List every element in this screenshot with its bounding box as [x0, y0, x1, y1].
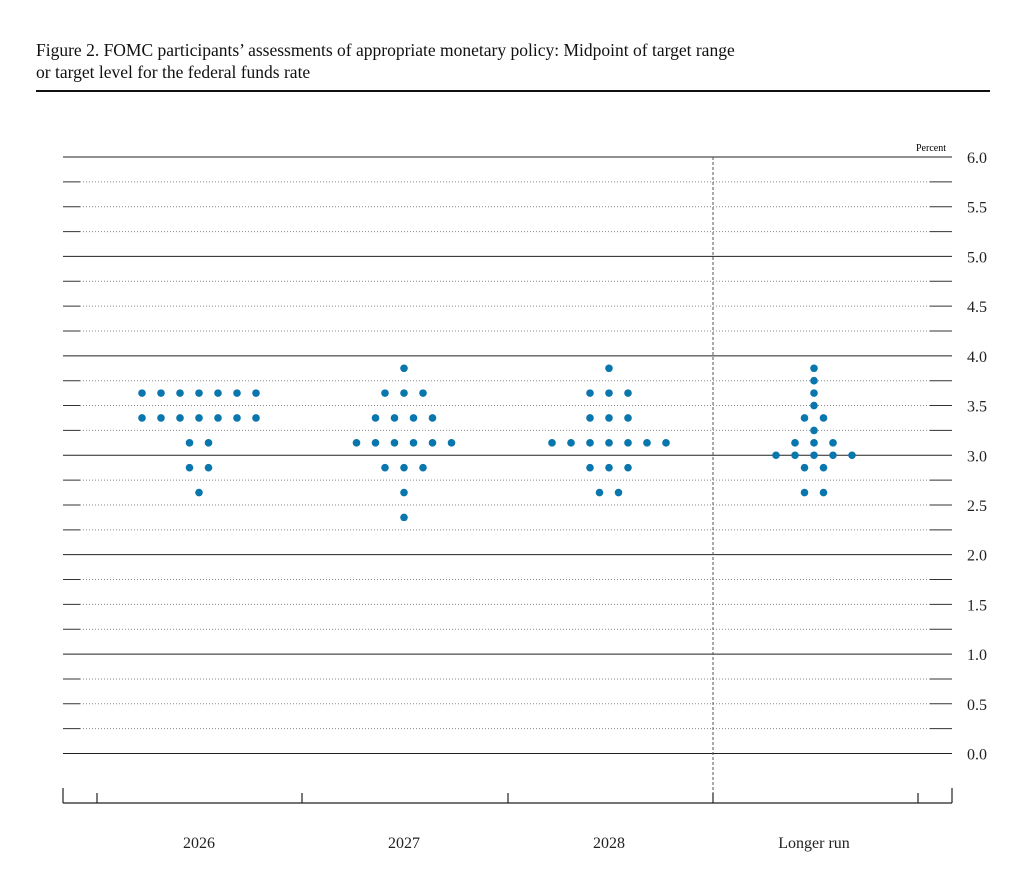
y-tick-label: 4.0: [967, 349, 987, 366]
participant-dot: [176, 389, 184, 397]
participant-dot: [400, 389, 408, 397]
participant-dot: [810, 364, 818, 373]
participant-dot: [204, 439, 213, 447]
participant-dot: [800, 488, 809, 497]
y-tick-label: 5.0: [967, 249, 987, 266]
participant-dot: [371, 439, 380, 447]
participant-dot: [204, 463, 213, 472]
participant-dot: [586, 389, 594, 397]
participant-dot: [810, 439, 818, 447]
participant-dot: [810, 426, 818, 435]
participant-dot: [791, 451, 799, 460]
y-tick-label: 6.0: [967, 150, 987, 167]
y-tick-label: 2.5: [967, 498, 987, 515]
x-category-label: Longer run: [778, 835, 850, 852]
participant-dot: [233, 389, 241, 397]
y-tick-label: 0.5: [967, 697, 987, 714]
participant-dot: [252, 389, 260, 397]
participant-dot: [624, 439, 632, 447]
participant-dot: [352, 439, 361, 447]
participant-dot: [605, 414, 613, 422]
participant-dot: [800, 414, 809, 422]
participant-dot: [829, 439, 837, 447]
participant-dot: [214, 389, 222, 397]
participant-dot: [176, 414, 184, 422]
participant-dot: [390, 414, 399, 422]
y-axis-label: Percent: [916, 143, 946, 154]
participant-dot: [548, 439, 556, 447]
chart-title-line-1: Figure 2. FOMC participants’ assessments…: [36, 40, 735, 60]
participant-dot: [829, 451, 837, 460]
participant-dot: [138, 414, 146, 422]
y-tick-label: 3.0: [967, 448, 987, 465]
participant-dot: [819, 463, 828, 472]
participant-dot: [810, 389, 818, 397]
participant-dot: [819, 488, 828, 497]
participant-dot: [772, 451, 780, 460]
participant-dot: [381, 463, 389, 472]
y-tick-label: 4.5: [967, 299, 987, 316]
participant-dot: [848, 451, 856, 460]
participant-dot: [185, 439, 194, 447]
participant-dot: [233, 414, 241, 422]
participant-dot: [381, 389, 389, 397]
participant-dot: [567, 439, 575, 447]
participant-dot: [810, 451, 818, 460]
participant-dot: [400, 463, 408, 472]
participant-dot: [409, 414, 418, 422]
participant-dot: [400, 364, 408, 373]
participant-dot: [390, 439, 399, 447]
chart-title-line-2: or target level for the federal funds ra…: [36, 62, 311, 82]
participant-dot: [252, 414, 260, 422]
participant-dot: [662, 439, 670, 447]
participant-dot: [595, 488, 604, 497]
y-tick-label: 0.0: [967, 747, 987, 764]
participant-dot: [195, 488, 203, 497]
participant-dot: [214, 414, 222, 422]
participant-dot: [810, 376, 818, 385]
participant-dot: [409, 439, 418, 447]
y-tick-label: 1.0: [967, 647, 987, 664]
participant-dot: [419, 463, 427, 472]
chart-title: Figure 2. FOMC participants’ assessments…: [36, 39, 996, 83]
participant-dot: [400, 488, 408, 497]
participant-dot: [428, 414, 437, 422]
x-category-label: 2026: [183, 835, 215, 852]
participant-dot: [605, 389, 613, 397]
participant-dot: [586, 463, 594, 472]
participant-dot: [138, 389, 146, 397]
participant-dot: [624, 463, 632, 472]
participant-dot: [643, 439, 651, 447]
participant-dot: [419, 389, 427, 397]
participant-dot: [157, 414, 165, 422]
participant-dot: [400, 513, 408, 522]
x-category-label: 2028: [593, 835, 625, 852]
participant-dot: [791, 439, 799, 447]
participant-dot: [371, 414, 380, 422]
participant-dot: [586, 439, 594, 447]
participant-dot: [157, 389, 165, 397]
title-rule: [36, 90, 990, 92]
participant-dot: [624, 414, 632, 422]
participant-dot: [195, 414, 203, 422]
participant-dot: [195, 389, 203, 397]
x-category-label: 2027: [388, 835, 420, 852]
participant-dot: [800, 463, 809, 472]
participant-dot: [605, 439, 613, 447]
participant-dot: [819, 414, 828, 422]
y-tick-label: 2.0: [967, 548, 987, 565]
participant-dot: [185, 463, 194, 472]
participant-dot: [586, 414, 594, 422]
y-tick-label: 1.5: [967, 597, 987, 614]
y-tick-label: 3.5: [967, 399, 987, 416]
y-tick-label: 5.5: [967, 200, 987, 217]
participant-dot: [614, 488, 623, 497]
participant-dot: [810, 401, 818, 410]
participant-dot: [605, 364, 613, 373]
participant-dot: [624, 389, 632, 397]
participant-dot: [447, 439, 456, 447]
participant-dot: [605, 463, 613, 472]
participant-dot: [428, 439, 437, 447]
